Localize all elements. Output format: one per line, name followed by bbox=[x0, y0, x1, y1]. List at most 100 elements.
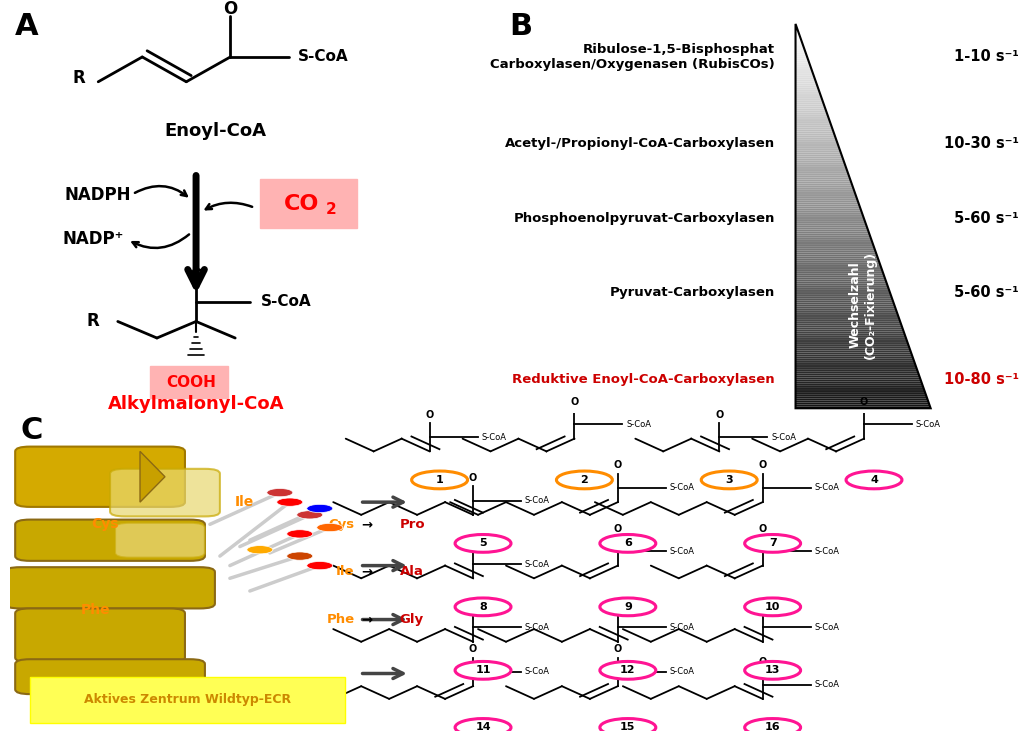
Text: 14: 14 bbox=[475, 723, 491, 732]
Text: Pyruvat-Carboxylasen: Pyruvat-Carboxylasen bbox=[609, 286, 774, 299]
Text: B: B bbox=[510, 12, 533, 41]
Polygon shape bbox=[796, 118, 829, 120]
Circle shape bbox=[455, 719, 511, 737]
Polygon shape bbox=[796, 322, 901, 324]
Polygon shape bbox=[796, 252, 876, 255]
Polygon shape bbox=[796, 159, 844, 160]
Polygon shape bbox=[796, 264, 880, 266]
Polygon shape bbox=[796, 286, 889, 287]
Text: 10: 10 bbox=[765, 602, 781, 612]
Text: S-CoA: S-CoA bbox=[669, 547, 695, 556]
Text: O: O bbox=[758, 524, 766, 534]
Polygon shape bbox=[796, 203, 859, 204]
Circle shape bbox=[701, 471, 757, 489]
Text: S-CoA: S-CoA bbox=[814, 680, 840, 689]
Text: O: O bbox=[715, 410, 723, 420]
Polygon shape bbox=[796, 112, 827, 114]
FancyBboxPatch shape bbox=[5, 568, 215, 608]
Polygon shape bbox=[796, 134, 835, 135]
Polygon shape bbox=[796, 199, 858, 201]
Polygon shape bbox=[796, 287, 889, 289]
Polygon shape bbox=[796, 83, 817, 86]
Text: S-CoA: S-CoA bbox=[525, 623, 550, 632]
Polygon shape bbox=[796, 233, 870, 235]
Polygon shape bbox=[796, 92, 820, 93]
Polygon shape bbox=[796, 297, 893, 299]
Polygon shape bbox=[796, 30, 798, 32]
Text: 15: 15 bbox=[621, 723, 636, 732]
Polygon shape bbox=[796, 239, 872, 241]
Polygon shape bbox=[796, 103, 824, 105]
Polygon shape bbox=[796, 80, 816, 82]
Polygon shape bbox=[796, 401, 928, 402]
Polygon shape bbox=[796, 376, 920, 378]
Polygon shape bbox=[796, 391, 925, 393]
Text: S-CoA: S-CoA bbox=[669, 623, 695, 632]
Polygon shape bbox=[796, 164, 846, 166]
Text: O: O bbox=[469, 537, 477, 547]
FancyBboxPatch shape bbox=[260, 179, 358, 229]
Text: O: O bbox=[613, 524, 622, 534]
Text: O: O bbox=[758, 461, 766, 470]
Circle shape bbox=[277, 498, 303, 506]
Polygon shape bbox=[796, 295, 892, 297]
Polygon shape bbox=[796, 216, 864, 218]
Polygon shape bbox=[796, 245, 874, 246]
Polygon shape bbox=[796, 358, 914, 360]
Circle shape bbox=[307, 504, 333, 513]
Text: Gly: Gly bbox=[399, 613, 424, 626]
Polygon shape bbox=[796, 39, 802, 41]
Polygon shape bbox=[796, 57, 808, 58]
Polygon shape bbox=[796, 270, 882, 272]
Polygon shape bbox=[796, 224, 866, 226]
Polygon shape bbox=[796, 256, 878, 258]
Polygon shape bbox=[796, 366, 916, 368]
Polygon shape bbox=[796, 268, 882, 270]
Polygon shape bbox=[796, 168, 847, 170]
Text: 7: 7 bbox=[768, 539, 776, 548]
Text: O: O bbox=[758, 657, 766, 667]
Text: 10-80 s⁻¹: 10-80 s⁻¹ bbox=[944, 372, 1019, 387]
Polygon shape bbox=[796, 272, 883, 274]
Polygon shape bbox=[796, 182, 852, 184]
Polygon shape bbox=[796, 393, 926, 395]
Polygon shape bbox=[796, 261, 879, 262]
Text: Acetyl-/Propionyl-CoA-Carboxylasen: Acetyl-/Propionyl-CoA-Carboxylasen bbox=[504, 137, 774, 151]
Text: 3: 3 bbox=[726, 475, 733, 485]
Polygon shape bbox=[796, 207, 860, 208]
Text: 4: 4 bbox=[870, 475, 878, 485]
Polygon shape bbox=[796, 166, 846, 168]
Polygon shape bbox=[796, 345, 909, 347]
Polygon shape bbox=[796, 147, 840, 149]
Polygon shape bbox=[796, 262, 880, 264]
Text: S-CoA: S-CoA bbox=[814, 623, 840, 632]
Polygon shape bbox=[796, 141, 838, 143]
Text: 1: 1 bbox=[436, 475, 443, 485]
Polygon shape bbox=[796, 373, 919, 376]
FancyBboxPatch shape bbox=[110, 469, 220, 517]
Polygon shape bbox=[796, 93, 820, 95]
Polygon shape bbox=[796, 293, 891, 295]
Polygon shape bbox=[796, 47, 804, 49]
Polygon shape bbox=[796, 174, 849, 176]
Polygon shape bbox=[796, 378, 920, 379]
Circle shape bbox=[267, 489, 292, 497]
Circle shape bbox=[745, 598, 801, 615]
Polygon shape bbox=[796, 82, 816, 83]
Polygon shape bbox=[796, 312, 898, 314]
Text: 13: 13 bbox=[765, 666, 781, 675]
Polygon shape bbox=[796, 395, 926, 397]
Polygon shape bbox=[796, 32, 799, 33]
Polygon shape bbox=[796, 372, 918, 373]
Circle shape bbox=[600, 534, 656, 552]
Polygon shape bbox=[796, 291, 891, 293]
Text: 5-60 s⁻¹: 5-60 s⁻¹ bbox=[954, 285, 1019, 300]
Polygon shape bbox=[796, 170, 848, 172]
Polygon shape bbox=[796, 139, 837, 141]
Polygon shape bbox=[140, 452, 165, 502]
Polygon shape bbox=[796, 324, 902, 325]
Polygon shape bbox=[796, 356, 913, 358]
Text: 16: 16 bbox=[765, 723, 781, 732]
Polygon shape bbox=[796, 218, 864, 220]
Polygon shape bbox=[796, 274, 884, 276]
